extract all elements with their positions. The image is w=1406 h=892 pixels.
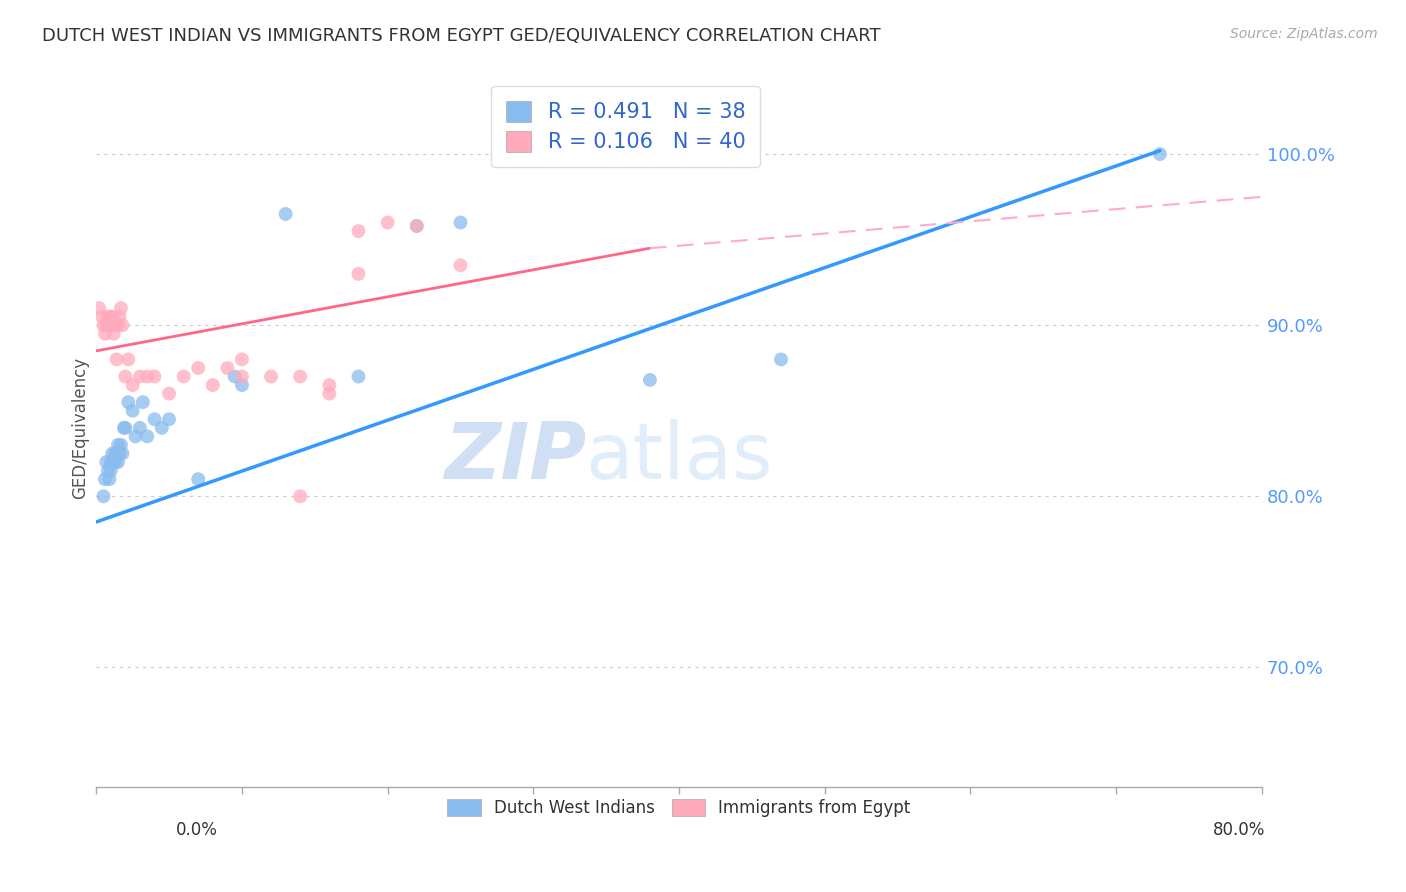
Point <box>143 369 166 384</box>
Point <box>187 361 209 376</box>
Point <box>638 373 661 387</box>
Point <box>94 472 117 486</box>
Point <box>117 395 139 409</box>
Point <box>98 318 121 333</box>
Point <box>231 378 253 392</box>
Point <box>1149 147 1171 161</box>
Point <box>107 455 129 469</box>
Point <box>101 310 124 324</box>
Point <box>187 472 209 486</box>
Point <box>89 301 111 315</box>
Point <box>100 455 122 469</box>
Point <box>117 352 139 367</box>
Text: 0.0%: 0.0% <box>176 821 218 838</box>
Point <box>105 446 128 460</box>
Point <box>111 318 134 333</box>
Legend: Dutch West Indians, Immigrants from Egypt: Dutch West Indians, Immigrants from Egyp… <box>439 790 920 826</box>
Point <box>274 207 297 221</box>
Point <box>224 369 246 384</box>
Point <box>347 369 370 384</box>
Point <box>108 310 131 324</box>
Point <box>405 219 427 233</box>
Point <box>290 369 312 384</box>
Text: 80.0%: 80.0% <box>1213 821 1265 838</box>
Point <box>101 446 124 460</box>
Point <box>110 438 132 452</box>
Point <box>450 258 472 272</box>
Point <box>104 455 127 469</box>
Point <box>260 369 283 384</box>
Point <box>217 361 239 376</box>
Point <box>96 318 118 333</box>
Point <box>318 386 340 401</box>
Point <box>136 429 159 443</box>
Point <box>157 386 180 401</box>
Point <box>290 489 312 503</box>
Point <box>121 378 143 392</box>
Point <box>96 455 118 469</box>
Point <box>450 215 472 229</box>
Point <box>157 412 180 426</box>
Point <box>98 472 121 486</box>
Point <box>108 446 131 460</box>
Point <box>405 219 427 233</box>
Point <box>93 318 115 333</box>
Point <box>129 369 152 384</box>
Point <box>132 395 155 409</box>
Point <box>94 326 117 341</box>
Point <box>231 352 253 367</box>
Point <box>150 421 173 435</box>
Text: DUTCH WEST INDIAN VS IMMIGRANTS FROM EGYPT GED/EQUIVALENCY CORRELATION CHART: DUTCH WEST INDIAN VS IMMIGRANTS FROM EGY… <box>42 27 880 45</box>
Point <box>110 301 132 315</box>
Point <box>377 215 399 229</box>
Text: atlas: atlas <box>586 418 773 494</box>
Point <box>97 310 120 324</box>
Point <box>201 378 224 392</box>
Point <box>104 318 127 333</box>
Point <box>143 412 166 426</box>
Point <box>231 369 253 384</box>
Point <box>103 455 125 469</box>
Point <box>318 378 340 392</box>
Point <box>121 403 143 417</box>
Point <box>100 464 122 478</box>
Point <box>107 318 129 333</box>
Text: ZIP: ZIP <box>443 418 586 494</box>
Y-axis label: GED/Equivalency: GED/Equivalency <box>72 357 89 499</box>
Point <box>100 310 122 324</box>
Point <box>114 421 136 435</box>
Point <box>104 446 127 460</box>
Point <box>107 438 129 452</box>
Point <box>173 369 195 384</box>
Point <box>91 310 114 324</box>
Point <box>100 318 122 333</box>
Point <box>112 421 135 435</box>
Point <box>103 326 125 341</box>
Text: Source: ZipAtlas.com: Source: ZipAtlas.com <box>1230 27 1378 41</box>
Point <box>770 352 793 367</box>
Point <box>347 267 370 281</box>
Point <box>124 429 146 443</box>
Point <box>129 421 152 435</box>
Point <box>347 224 370 238</box>
Point <box>136 369 159 384</box>
Point <box>93 489 115 503</box>
Point <box>114 369 136 384</box>
Point <box>111 446 134 460</box>
Point <box>105 352 128 367</box>
Point <box>97 464 120 478</box>
